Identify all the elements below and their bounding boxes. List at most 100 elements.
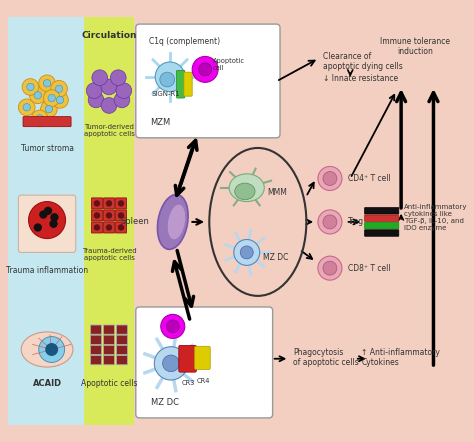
Circle shape — [199, 63, 211, 76]
Circle shape — [56, 96, 64, 103]
FancyBboxPatch shape — [91, 210, 102, 221]
FancyBboxPatch shape — [179, 345, 196, 372]
Circle shape — [43, 80, 51, 87]
Circle shape — [39, 336, 64, 362]
Circle shape — [166, 320, 179, 333]
Text: Spleen: Spleen — [121, 217, 150, 226]
Circle shape — [323, 171, 337, 186]
Circle shape — [155, 347, 188, 380]
FancyBboxPatch shape — [116, 222, 127, 233]
FancyBboxPatch shape — [365, 222, 399, 229]
FancyBboxPatch shape — [18, 195, 76, 252]
Circle shape — [44, 207, 52, 215]
Circle shape — [106, 200, 112, 207]
Bar — [135, 17, 447, 425]
Circle shape — [52, 91, 68, 108]
Text: MZ DC: MZ DC — [151, 398, 179, 407]
Circle shape — [110, 70, 126, 86]
FancyBboxPatch shape — [117, 335, 128, 344]
FancyBboxPatch shape — [194, 346, 210, 370]
Circle shape — [118, 212, 124, 219]
Circle shape — [88, 92, 104, 108]
Ellipse shape — [168, 205, 185, 239]
Circle shape — [86, 83, 102, 99]
Text: ↑ Anti-inflammatory
Cytokines: ↑ Anti-inflammatory Cytokines — [361, 348, 440, 367]
FancyBboxPatch shape — [91, 335, 101, 344]
Text: Apoptotic
cell: Apoptotic cell — [212, 58, 245, 71]
Circle shape — [51, 80, 67, 97]
FancyBboxPatch shape — [116, 210, 127, 221]
Circle shape — [36, 114, 43, 122]
Text: SIGN-R1: SIGN-R1 — [152, 91, 180, 97]
Circle shape — [323, 261, 337, 275]
Bar — [8, 17, 84, 425]
Circle shape — [18, 99, 35, 116]
Text: MZM: MZM — [151, 118, 171, 127]
Circle shape — [160, 72, 174, 87]
Ellipse shape — [229, 174, 264, 202]
FancyBboxPatch shape — [23, 117, 71, 127]
Circle shape — [234, 240, 260, 265]
Text: Phagocytosis
of apoptotic cells: Phagocytosis of apoptotic cells — [293, 348, 359, 367]
Circle shape — [118, 224, 124, 231]
Circle shape — [94, 212, 100, 219]
Circle shape — [92, 70, 108, 86]
Ellipse shape — [235, 183, 255, 200]
Circle shape — [39, 75, 55, 91]
Circle shape — [34, 223, 42, 232]
Circle shape — [45, 106, 53, 113]
Circle shape — [161, 314, 185, 339]
Circle shape — [101, 98, 117, 113]
Bar — [84, 17, 134, 425]
Text: MZ DC: MZ DC — [264, 252, 289, 262]
Circle shape — [155, 62, 185, 91]
Circle shape — [27, 83, 34, 91]
Text: CD4⁺ T cell: CD4⁺ T cell — [348, 174, 391, 183]
Text: Tumor stroma: Tumor stroma — [20, 144, 73, 153]
Text: ACAID: ACAID — [33, 379, 62, 388]
Circle shape — [318, 167, 342, 191]
Circle shape — [114, 92, 130, 108]
Circle shape — [101, 79, 117, 95]
Circle shape — [28, 202, 65, 239]
Circle shape — [43, 90, 60, 107]
Circle shape — [55, 85, 63, 92]
Text: MMM: MMM — [267, 188, 287, 197]
Text: Anti-inflammatory
cytokines like
TGF-β, IL-10, and
IDO enzyme: Anti-inflammatory cytokines like TGF-β, … — [404, 204, 467, 231]
FancyBboxPatch shape — [91, 222, 102, 233]
FancyBboxPatch shape — [91, 355, 101, 365]
Text: CD8⁺ T cell: CD8⁺ T cell — [348, 263, 391, 273]
FancyBboxPatch shape — [103, 325, 115, 334]
FancyBboxPatch shape — [103, 345, 115, 354]
Circle shape — [163, 355, 179, 372]
Text: C1q (complement): C1q (complement) — [149, 37, 220, 46]
Text: Circulation: Circulation — [81, 31, 137, 41]
Circle shape — [23, 103, 30, 111]
Circle shape — [45, 343, 58, 356]
FancyBboxPatch shape — [91, 198, 102, 209]
FancyBboxPatch shape — [91, 325, 101, 334]
FancyBboxPatch shape — [116, 198, 127, 209]
Circle shape — [34, 91, 42, 99]
Ellipse shape — [21, 332, 73, 367]
Circle shape — [116, 83, 132, 99]
Circle shape — [323, 215, 337, 229]
Circle shape — [31, 110, 48, 127]
Text: Trauma-derived
apoptotic cells: Trauma-derived apoptotic cells — [82, 248, 137, 261]
Circle shape — [49, 220, 58, 228]
Circle shape — [94, 224, 100, 231]
FancyBboxPatch shape — [91, 345, 101, 354]
Text: Immune tolerance
induction: Immune tolerance induction — [380, 37, 450, 57]
Text: CR4: CR4 — [197, 378, 210, 384]
Circle shape — [48, 94, 55, 102]
FancyBboxPatch shape — [184, 72, 192, 96]
Text: Apoptotic cells: Apoptotic cells — [81, 379, 137, 388]
Text: CR3: CR3 — [182, 380, 195, 386]
FancyBboxPatch shape — [103, 355, 115, 365]
Text: Tumor-derived
apoptotic cells: Tumor-derived apoptotic cells — [83, 124, 135, 137]
FancyBboxPatch shape — [365, 230, 399, 236]
Text: Treg: Treg — [348, 217, 365, 226]
FancyBboxPatch shape — [103, 222, 115, 233]
Circle shape — [94, 200, 100, 207]
Text: Trauma inflammation: Trauma inflammation — [6, 266, 88, 275]
